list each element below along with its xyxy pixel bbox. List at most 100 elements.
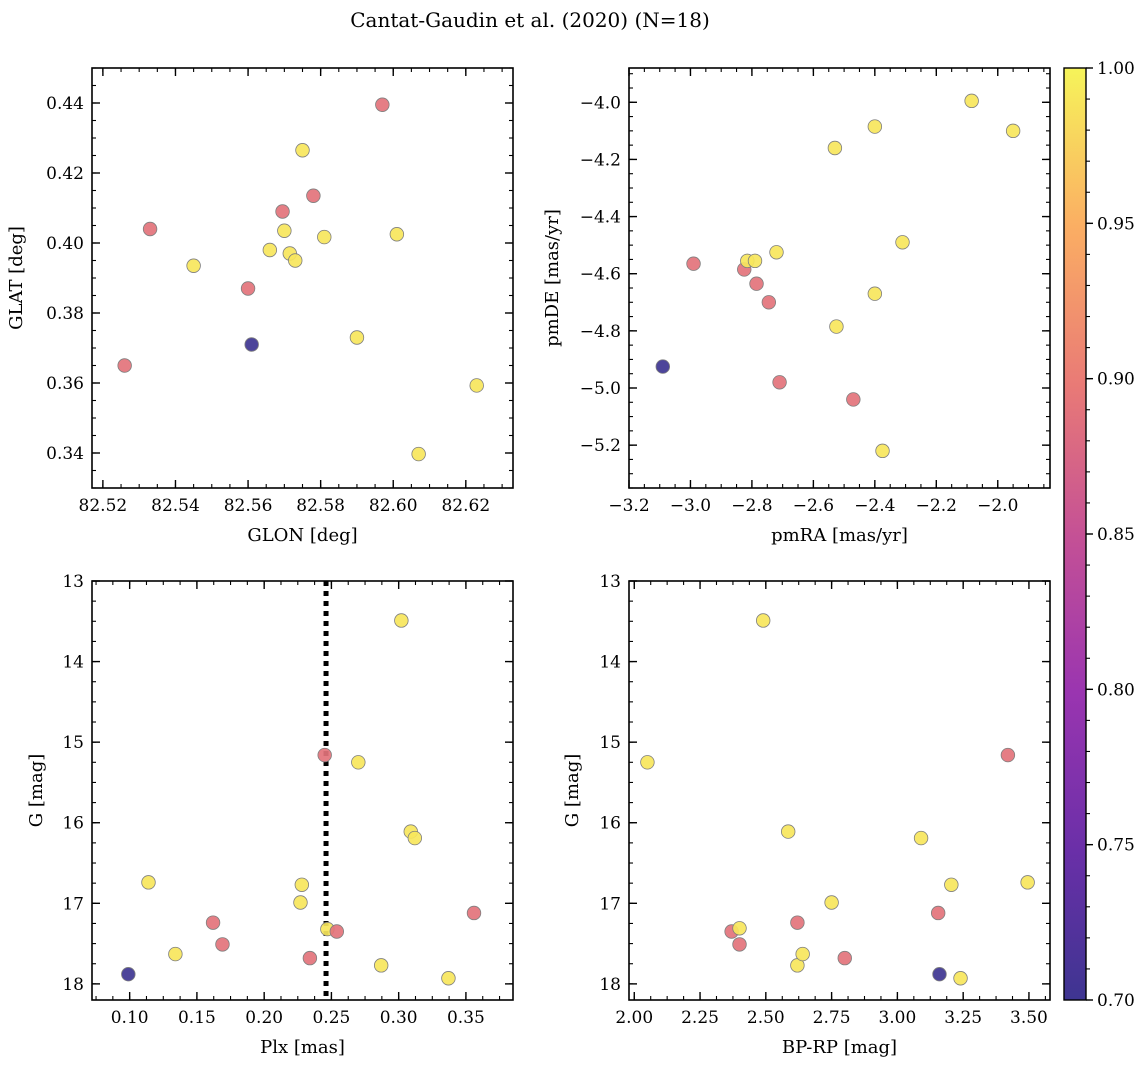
x-tick-label: 3.50 bbox=[1010, 1008, 1048, 1028]
y-tick-label: −4.4 bbox=[580, 208, 621, 228]
data-point bbox=[640, 755, 655, 770]
data-point bbox=[875, 443, 890, 459]
x-tick-label: 82.62 bbox=[441, 496, 490, 516]
data-point bbox=[168, 946, 183, 962]
panel-bprp-g: 2.00 2.25 2.50 2.75 3.00 3.25 3.50 13 14 15 16 17 18… bbox=[562, 572, 1051, 1058]
data-point bbox=[411, 446, 426, 462]
data-point bbox=[394, 613, 409, 628]
colorbar: 0.70 0.75 0.80 0.85 0.90 0.95 1.00 bbox=[1063, 59, 1135, 1011]
x-tick-label: 82.56 bbox=[224, 496, 273, 516]
data-point bbox=[469, 378, 484, 393]
data-point bbox=[141, 875, 156, 890]
data-point bbox=[686, 256, 701, 271]
y-tick-label: 14 bbox=[62, 653, 84, 673]
data-point bbox=[295, 143, 310, 158]
data-point bbox=[953, 971, 968, 986]
data-point bbox=[964, 93, 979, 109]
data-point bbox=[262, 242, 278, 258]
plot-frame bbox=[91, 580, 514, 1001]
data-point bbox=[293, 895, 308, 910]
data-point bbox=[790, 915, 805, 930]
y-tick-label: 14 bbox=[599, 653, 621, 673]
x-tick-label: 0.25 bbox=[312, 1008, 350, 1028]
plot-frame bbox=[628, 67, 1051, 489]
plot-frame bbox=[628, 580, 1051, 1001]
data-point bbox=[749, 276, 764, 291]
y-axis-label: GLAT [deg] bbox=[6, 226, 27, 330]
data-point bbox=[317, 229, 332, 245]
x-tick-label: 82.54 bbox=[151, 496, 200, 516]
data-point bbox=[375, 97, 390, 112]
data-point bbox=[329, 924, 344, 939]
data-point bbox=[302, 950, 318, 966]
data-point bbox=[349, 330, 365, 345]
y-tick-label: 0.34 bbox=[46, 444, 84, 464]
data-point bbox=[655, 359, 671, 374]
y-tick-label: −4.0 bbox=[580, 93, 621, 113]
data-point bbox=[829, 319, 844, 334]
x-tick-label: 2.50 bbox=[747, 1008, 785, 1028]
data-point bbox=[121, 967, 136, 982]
colorbar-tick-label: 0.70 bbox=[1097, 991, 1135, 1011]
x-tick-label: 0.35 bbox=[447, 1008, 485, 1028]
data-point bbox=[895, 235, 910, 250]
y-tick-label: 0.42 bbox=[46, 164, 84, 184]
x-tick-label: 2.25 bbox=[681, 1008, 719, 1028]
x-tick-label: 0.15 bbox=[178, 1008, 216, 1028]
x-tick-label: −2.4 bbox=[854, 496, 895, 516]
data-point bbox=[277, 223, 292, 238]
y-tick-label: 0.36 bbox=[46, 374, 84, 394]
data-point bbox=[306, 188, 321, 203]
figure-title: Cantat-Gaudin et al. (2020) (N=18) bbox=[350, 8, 710, 32]
x-tick-label: 82.60 bbox=[369, 496, 418, 516]
colorbar-tick-label: 0.85 bbox=[1097, 525, 1135, 545]
y-tick-label: −5.0 bbox=[580, 379, 621, 399]
data-point bbox=[244, 337, 259, 352]
y-axis-label: pmDE [mas/yr] bbox=[542, 209, 563, 347]
data-point bbox=[930, 905, 946, 921]
data-point bbox=[317, 747, 332, 763]
data-point bbox=[1020, 875, 1035, 890]
colorbar-gradient bbox=[1063, 67, 1087, 1001]
colorbar-tick-label: 0.80 bbox=[1097, 680, 1135, 700]
data-point bbox=[913, 830, 929, 846]
x-tick-label: −2.6 bbox=[793, 496, 834, 516]
data-point bbox=[772, 375, 787, 390]
data-point bbox=[117, 358, 132, 373]
colorbar-tick-label: 0.75 bbox=[1097, 836, 1135, 856]
x-tick-label: −2.2 bbox=[916, 496, 957, 516]
x-tick-label: 2.75 bbox=[813, 1008, 851, 1028]
x-axis-label: Plx [mas] bbox=[260, 1037, 345, 1058]
y-tick-label: 17 bbox=[599, 894, 621, 914]
y-tick-label: −4.6 bbox=[580, 265, 621, 285]
data-point bbox=[747, 253, 763, 269]
data-point bbox=[215, 937, 230, 952]
data-point bbox=[205, 915, 221, 930]
data-point bbox=[824, 895, 839, 910]
y-axis-label: G [mag] bbox=[26, 754, 47, 827]
x-tick-label: 3.00 bbox=[878, 1008, 916, 1028]
colorbar-tick-label: 1.00 bbox=[1097, 59, 1135, 79]
data-point bbox=[466, 905, 482, 921]
y-tick-label: 0.44 bbox=[46, 94, 84, 114]
plot-frame bbox=[91, 67, 514, 489]
data-point bbox=[441, 971, 456, 986]
x-tick-label: 0.10 bbox=[111, 1008, 149, 1028]
panel-pmra-pmde: −3.2 −3.0 −2.8 −2.6 −2.4 −2.2 −2.0 −5.2 −5.0 −4.8… bbox=[542, 67, 1051, 546]
data-point bbox=[837, 950, 852, 966]
data-point bbox=[407, 830, 423, 846]
x-tick-label: 82.52 bbox=[79, 496, 128, 516]
data-point bbox=[867, 119, 883, 134]
x-axis-label: pmRA [mas/yr] bbox=[771, 525, 908, 546]
y-tick-label: 18 bbox=[62, 975, 84, 995]
data-point bbox=[761, 295, 777, 310]
data-point bbox=[240, 281, 256, 296]
x-tick-label: −3.2 bbox=[608, 496, 649, 516]
data-point bbox=[1000, 747, 1016, 763]
x-tick-label: 2.00 bbox=[615, 1008, 653, 1028]
y-tick-label: −4.8 bbox=[580, 322, 621, 342]
data-point bbox=[288, 253, 303, 268]
y-tick-label: 16 bbox=[599, 814, 621, 834]
x-axis-label: GLON [deg] bbox=[247, 525, 357, 546]
